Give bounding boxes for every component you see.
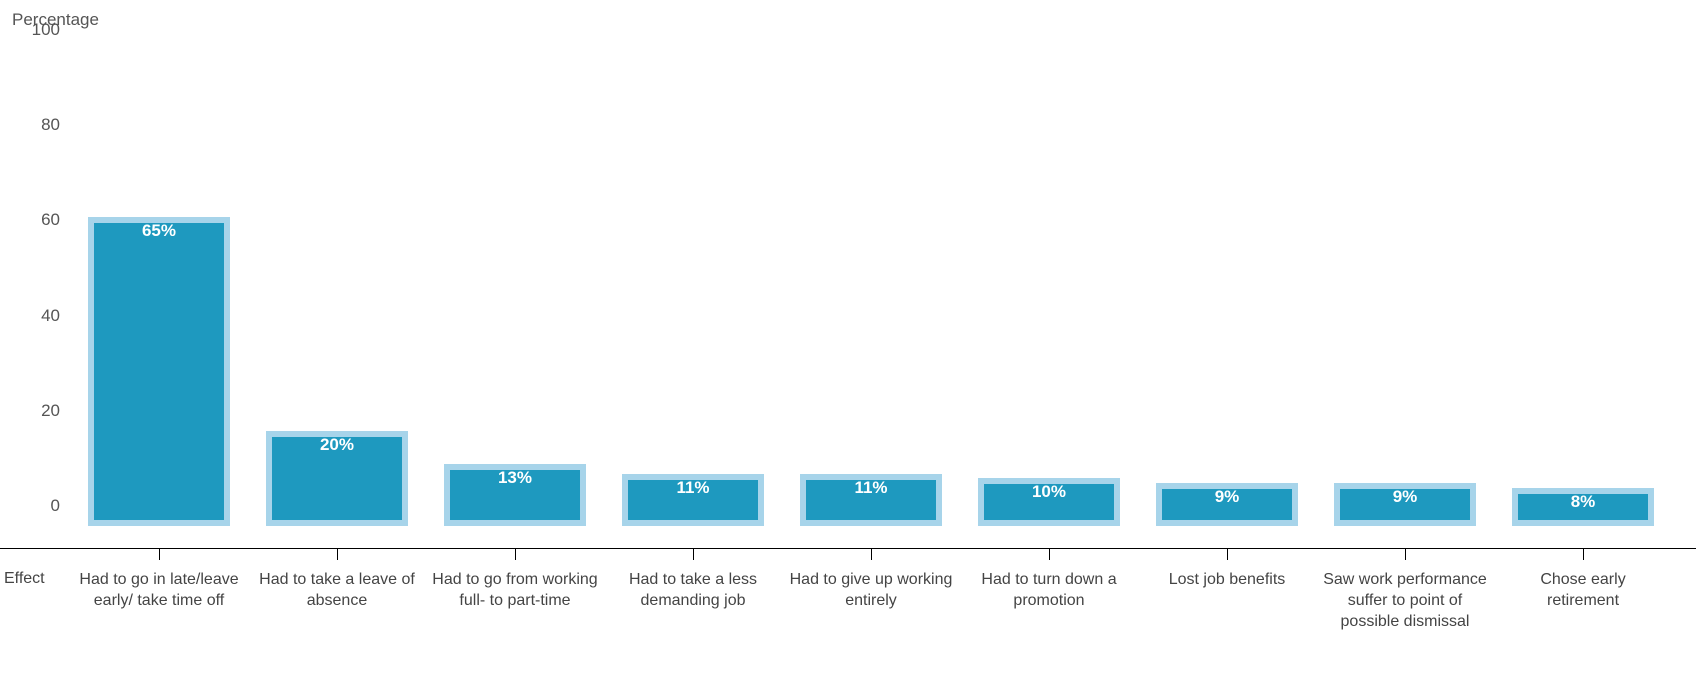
bar: 8% [1512, 488, 1654, 526]
x-category-label: Had to take a leave of absence [252, 570, 422, 612]
plot-area: Effect 02040608010065%Had to go in late/… [70, 50, 1672, 526]
x-category-label: Had to go from working full- to part-tim… [430, 570, 600, 612]
bar-chart: Percentage Effect 02040608010065%Had to … [0, 0, 1696, 676]
x-category-label: Had to take a less demanding job [608, 570, 778, 612]
bar: 10% [978, 478, 1120, 526]
x-tick [871, 548, 872, 560]
x-axis-title: Effect [4, 570, 45, 588]
x-category-label: Chose early retirement [1539, 570, 1628, 612]
x-category-label: Had to go in late/leave early/ take time… [74, 570, 244, 612]
x-tick [1049, 548, 1050, 560]
bar-value-label: 20% [266, 435, 408, 455]
x-category-label: Lost job benefits [1169, 570, 1286, 591]
bar: 9% [1334, 483, 1476, 526]
bar-value-label: 10% [978, 482, 1120, 502]
y-tick-label: 60 [20, 210, 60, 230]
x-tick [159, 548, 160, 560]
y-tick-label: 80 [20, 115, 60, 135]
y-tick-label: 40 [20, 306, 60, 326]
x-tick [515, 548, 516, 560]
y-tick-label: 100 [20, 20, 60, 40]
bar: 13% [444, 464, 586, 526]
bar: 65% [88, 217, 230, 526]
x-tick [337, 548, 338, 560]
bar-value-label: 11% [622, 478, 764, 498]
x-tick [693, 548, 694, 560]
bar-value-label: 8% [1512, 492, 1654, 512]
x-tick [1583, 548, 1584, 560]
x-category-label: Had to turn down a promotion [964, 570, 1134, 612]
x-category-label: Saw work performance suffer to point of … [1320, 570, 1490, 632]
y-tick-label: 0 [20, 496, 60, 516]
x-axis-line [0, 548, 1696, 549]
x-category-label: Had to give up working entirely [786, 570, 956, 612]
bar-value-label: 13% [444, 468, 586, 488]
bar: 9% [1156, 483, 1298, 526]
y-tick-label: 20 [20, 401, 60, 421]
bar-value-label: 11% [800, 478, 942, 498]
bar-value-label: 9% [1334, 487, 1476, 507]
bar: 11% [800, 474, 942, 526]
bar: 11% [622, 474, 764, 526]
bar-value-label: 9% [1156, 487, 1298, 507]
x-tick [1405, 548, 1406, 560]
bar-value-label: 65% [88, 221, 230, 241]
x-tick [1227, 548, 1228, 560]
bar: 20% [266, 431, 408, 526]
